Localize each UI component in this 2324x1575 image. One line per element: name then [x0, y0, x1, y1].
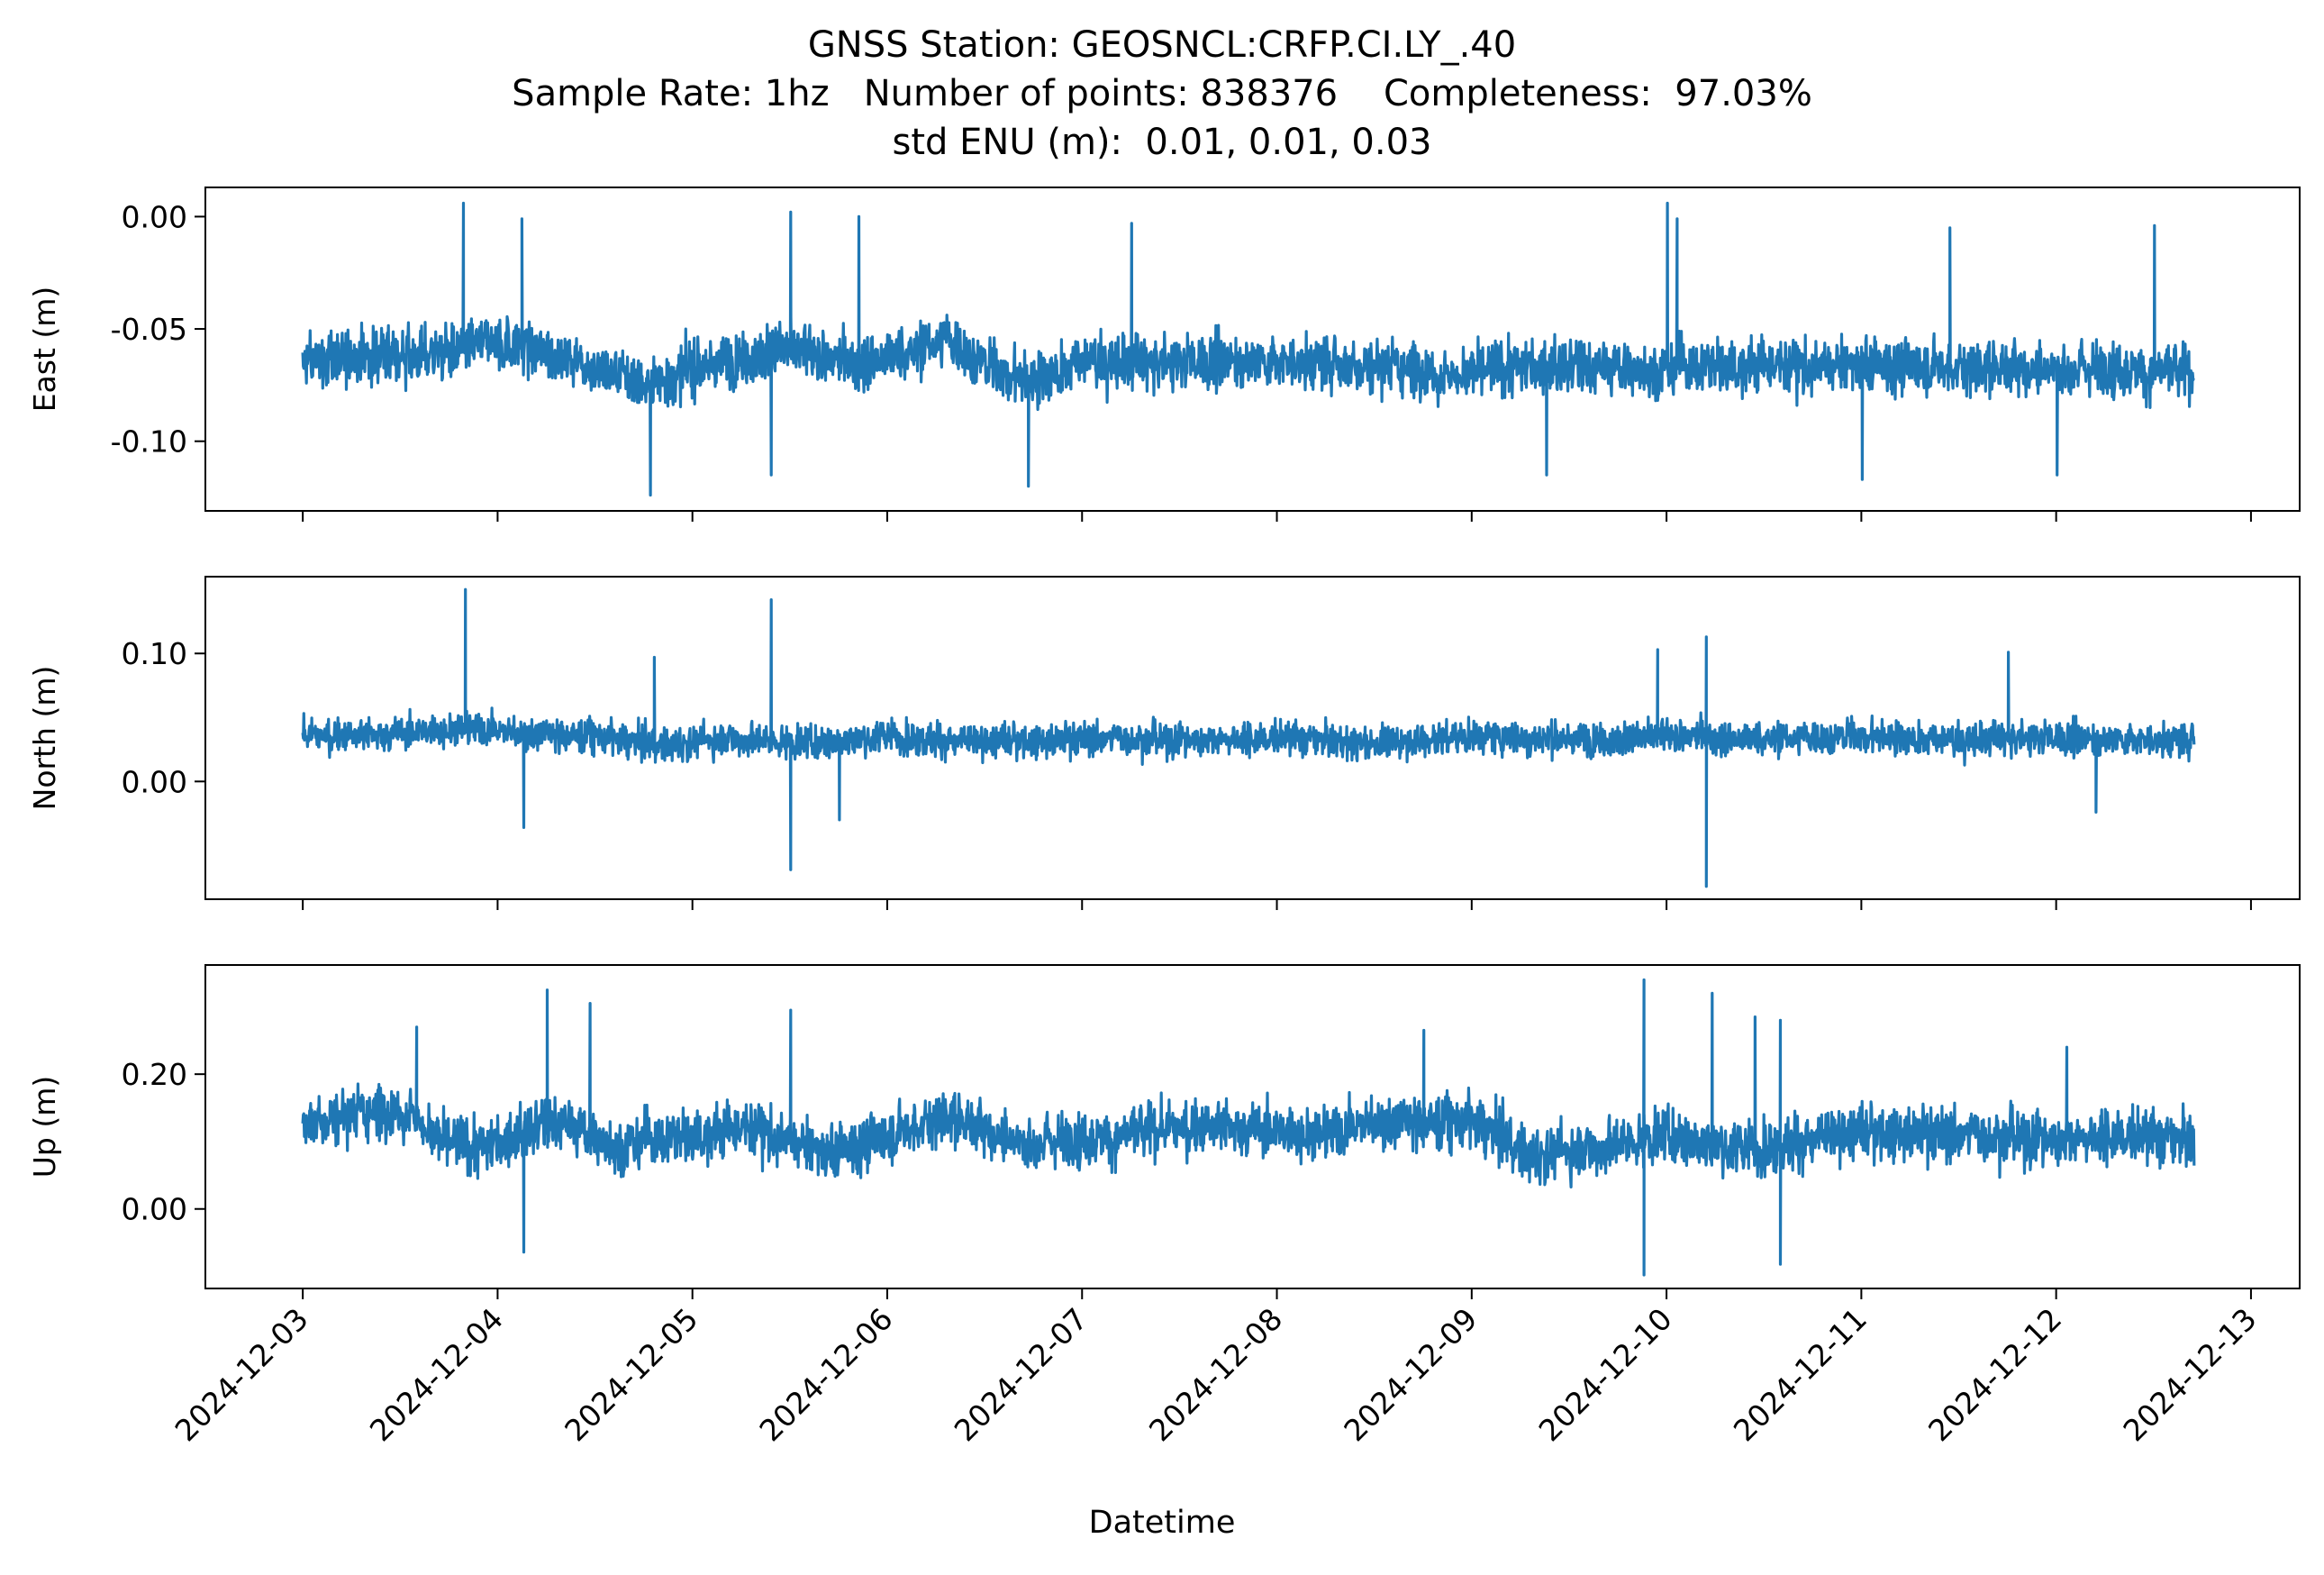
x-tick-label-3: 2024-12-06 — [752, 1301, 899, 1448]
y-tick-label-0-0: 0.00 — [122, 199, 187, 234]
axes-frame-1 — [204, 576, 2301, 900]
series-line-2 — [301, 978, 2196, 1277]
axes-frame-0 — [204, 187, 2301, 512]
x-tick-label-0: 2024-12-03 — [168, 1301, 315, 1448]
y-tick-label-2-1: 0.00 — [122, 1192, 187, 1227]
series-line-1 — [301, 587, 2196, 888]
y-tick-label-0-1: -0.05 — [111, 312, 187, 347]
chart-title-line-3: std ENU (m): 0.01, 0.01, 0.03 — [892, 122, 1432, 163]
x-tick-label-7: 2024-12-10 — [1532, 1301, 1679, 1448]
y-tick-label-0-2: -0.10 — [111, 424, 187, 460]
x-tick-label-2: 2024-12-05 — [558, 1301, 704, 1448]
series-line-0 — [301, 201, 2195, 497]
y-axis-label-2: Up (m) — [27, 1076, 62, 1179]
x-tick-label-9: 2024-12-12 — [1921, 1301, 2068, 1448]
chart-title-line-1: GNSS Station: GEOSNCL:CRFP.CI.LY_.40 — [807, 24, 1517, 66]
chart-title-line-2: Sample Rate: 1hz Number of points: 83837… — [512, 73, 1812, 114]
x-axis-label: Datetime — [1088, 1505, 1236, 1541]
y-tick-label-1-1: 0.00 — [122, 764, 187, 799]
y-axis-label-0: East (m) — [27, 287, 62, 413]
x-tick-label-6: 2024-12-09 — [1337, 1301, 1484, 1448]
y-axis-label-1: North (m) — [27, 666, 62, 811]
axes-frame-2 — [204, 964, 2301, 1289]
x-tick-label-5: 2024-12-08 — [1142, 1301, 1289, 1448]
x-tick-label-8: 2024-12-11 — [1727, 1301, 1874, 1448]
y-tick-label-1-0: 0.10 — [122, 636, 187, 671]
x-tick-label-10: 2024-12-13 — [2116, 1301, 2263, 1448]
x-tick-label-1: 2024-12-04 — [363, 1301, 510, 1448]
y-tick-label-2-0: 0.20 — [122, 1057, 187, 1092]
x-tick-label-4: 2024-12-07 — [948, 1301, 1094, 1448]
